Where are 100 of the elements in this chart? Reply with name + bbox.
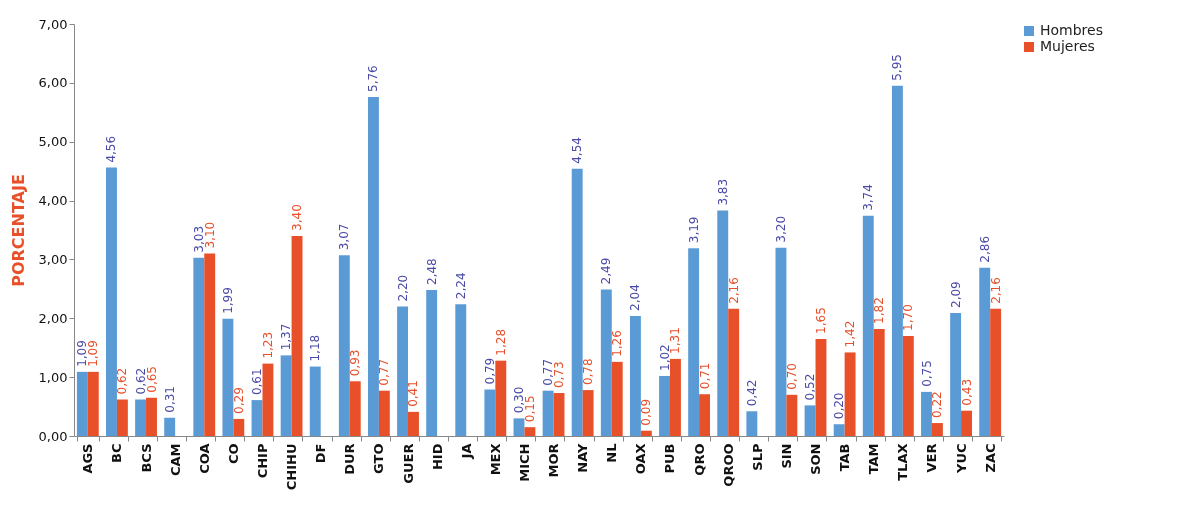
x-tick-label: MOR bbox=[546, 443, 562, 478]
x-tick-label: QROO bbox=[720, 443, 736, 487]
data-label: 3,07 bbox=[337, 223, 352, 251]
data-label: 0,62 bbox=[115, 367, 130, 395]
data-label: 0,22 bbox=[930, 391, 945, 419]
bar bbox=[873, 328, 885, 436]
bar bbox=[146, 397, 157, 436]
bar bbox=[699, 394, 711, 436]
data-label: 2,16 bbox=[988, 277, 1003, 304]
bar bbox=[408, 411, 419, 436]
x-tick-label: BC bbox=[109, 443, 125, 463]
data-label: 3,74 bbox=[861, 184, 876, 211]
data-label: 2,16 bbox=[726, 277, 741, 304]
data-label: 1,26 bbox=[610, 330, 625, 357]
bar bbox=[455, 304, 467, 436]
bar bbox=[931, 423, 943, 436]
bar bbox=[291, 235, 303, 436]
data-label: 1,28 bbox=[493, 328, 508, 356]
bar bbox=[378, 390, 390, 436]
bar bbox=[891, 85, 903, 436]
data-label: 2,09 bbox=[948, 281, 963, 308]
bar bbox=[426, 290, 438, 436]
bar bbox=[688, 248, 700, 436]
x-tick-label: SLP bbox=[749, 443, 765, 471]
bar bbox=[746, 411, 758, 436]
y-tick-label: 7,00 bbox=[38, 16, 68, 32]
y-tick-label: 3,00 bbox=[38, 251, 68, 267]
bar bbox=[338, 255, 350, 436]
y-tick-label: 2,00 bbox=[38, 310, 68, 326]
data-label: 5,76 bbox=[366, 65, 381, 92]
data-label: 2,20 bbox=[395, 274, 410, 302]
data-label: 0,77 bbox=[377, 358, 392, 386]
bar bbox=[961, 410, 972, 436]
x-tick-label: AGS bbox=[80, 443, 96, 474]
bar bbox=[484, 389, 496, 436]
x-tick-label: BCS bbox=[138, 443, 154, 473]
bar bbox=[164, 417, 176, 436]
data-label: 5,95 bbox=[890, 54, 905, 81]
bar bbox=[193, 257, 205, 436]
data-label: 0,43 bbox=[959, 378, 974, 406]
bar bbox=[367, 96, 379, 436]
bar bbox=[251, 400, 263, 436]
data-label: 1,42 bbox=[843, 320, 858, 348]
bar bbox=[902, 335, 914, 436]
bar bbox=[524, 427, 536, 436]
bar bbox=[397, 306, 409, 436]
x-tick-label: OAX bbox=[633, 443, 649, 475]
x-tick-label: HID bbox=[429, 443, 445, 471]
y-tick-label: 1,00 bbox=[38, 369, 68, 385]
bar bbox=[921, 391, 932, 436]
data-label: 2,04 bbox=[628, 284, 643, 311]
x-tick-label: VER bbox=[924, 443, 940, 473]
bar bbox=[571, 168, 583, 436]
bar bbox=[786, 394, 798, 436]
x-tick-label: GUER bbox=[400, 443, 416, 484]
data-label: 2,86 bbox=[977, 235, 992, 263]
bar bbox=[222, 318, 234, 436]
bar bbox=[862, 215, 874, 436]
x-tick-label: TAB bbox=[837, 443, 853, 472]
bar bbox=[495, 360, 507, 436]
data-label: 0,93 bbox=[348, 349, 363, 377]
data-label: 0,70 bbox=[784, 363, 799, 390]
bar bbox=[804, 405, 816, 436]
y-tick-label: 6,00 bbox=[38, 75, 68, 91]
data-label: 2,49 bbox=[599, 257, 614, 285]
y-axis-title: PORCENTAJE bbox=[8, 174, 28, 287]
data-label: 0,20 bbox=[832, 392, 847, 420]
bar bbox=[833, 424, 845, 436]
bar bbox=[309, 366, 321, 436]
x-tick-label: GTO bbox=[371, 443, 387, 474]
data-label: 1,99 bbox=[220, 287, 235, 314]
data-label: 0,09 bbox=[639, 398, 654, 426]
data-label: 4,56 bbox=[104, 135, 119, 163]
x-tick-label: MICH bbox=[516, 443, 532, 482]
bar bbox=[349, 381, 361, 436]
bar bbox=[611, 361, 623, 436]
x-tick-label: CHIHU bbox=[284, 443, 300, 491]
x-tick-label: MEX bbox=[487, 443, 503, 476]
data-label: 0,41 bbox=[406, 380, 421, 407]
bar bbox=[950, 312, 962, 436]
data-label: 4,54 bbox=[570, 137, 585, 164]
y-tick-label: 0,00 bbox=[38, 428, 68, 444]
x-tick-label: NL bbox=[604, 443, 620, 463]
x-tick-label: YUC bbox=[953, 443, 969, 475]
x-tick-label: NAY bbox=[575, 442, 591, 473]
data-label: 1,70 bbox=[901, 304, 916, 331]
y-tick-label: 5,00 bbox=[38, 134, 68, 150]
bar bbox=[280, 355, 292, 436]
data-label: 2,24 bbox=[453, 272, 468, 300]
data-label: 0,78 bbox=[581, 358, 596, 386]
bar bbox=[640, 430, 652, 436]
x-tick-label: COA bbox=[196, 443, 212, 474]
x-tick-label: CHIP bbox=[254, 443, 270, 479]
data-label: 0,31 bbox=[162, 386, 177, 413]
data-label: 1,18 bbox=[308, 334, 323, 362]
x-tick-label: JA bbox=[458, 443, 474, 460]
data-label: 1,23 bbox=[260, 331, 275, 359]
bar bbox=[76, 371, 88, 436]
x-tick-label: DF bbox=[313, 443, 329, 464]
legend-label: Hombres bbox=[1040, 22, 1103, 38]
